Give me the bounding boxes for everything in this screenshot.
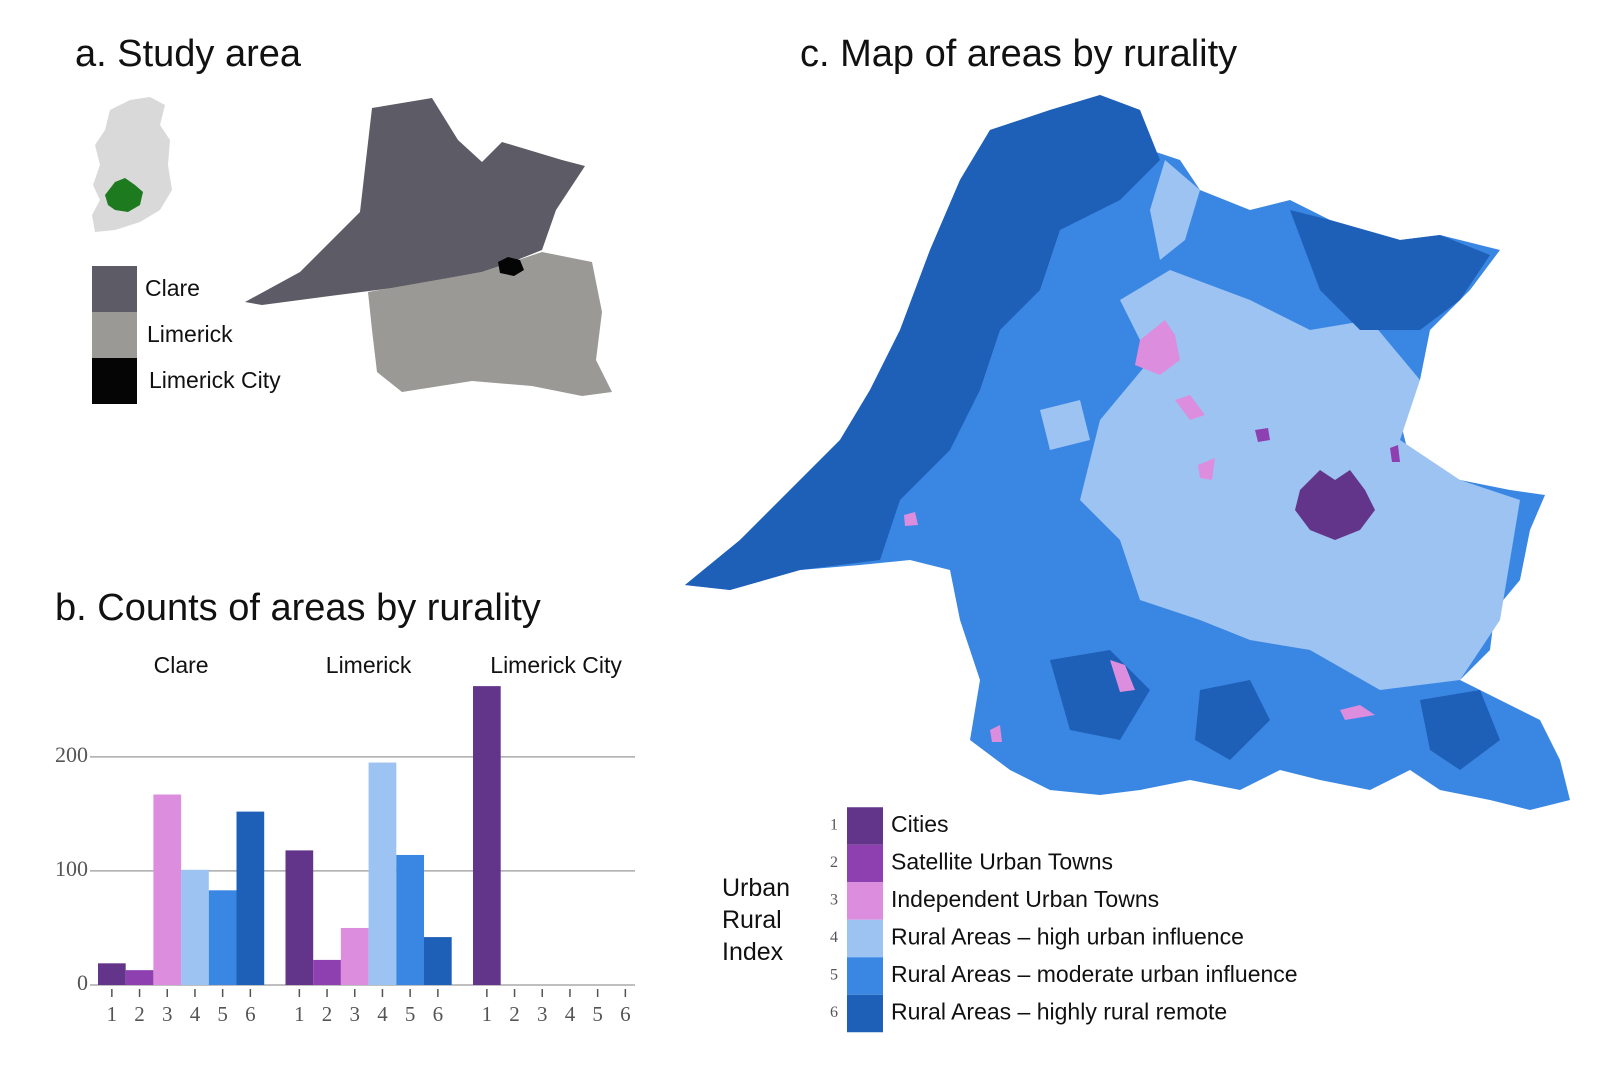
- map-region: [1390, 445, 1400, 462]
- map-region: [1080, 270, 1520, 690]
- x-tick-label: 5: [405, 1002, 416, 1026]
- map-region: [1175, 395, 1205, 420]
- x-tick-label: 3: [537, 1002, 548, 1026]
- legend-index: 1: [830, 817, 838, 834]
- bar: [368, 762, 397, 985]
- group-label: Clare: [154, 652, 209, 678]
- bar: [153, 794, 182, 985]
- legend-swatch: [847, 844, 883, 883]
- map-region: [1255, 428, 1270, 442]
- legend-swatch: [92, 266, 137, 312]
- legend-swatch: [92, 312, 137, 358]
- x-tick-label: 6: [620, 1002, 631, 1026]
- panel-c-title: c. Map of areas by rurality: [800, 33, 1237, 75]
- map-region: [1340, 705, 1375, 720]
- x-tick-label: 3: [350, 1002, 361, 1026]
- map-region: [1135, 320, 1180, 375]
- map-region: [990, 725, 1002, 742]
- map-region: [1110, 660, 1135, 692]
- map-region: [1290, 210, 1490, 330]
- map-region: [1295, 470, 1375, 540]
- map-limerick: [368, 252, 612, 396]
- x-tick-label: 6: [433, 1002, 444, 1026]
- legend-label: Independent Urban Towns: [891, 886, 1159, 912]
- legend-label: Limerick City: [149, 367, 281, 393]
- legend-label: Clare: [145, 275, 200, 301]
- x-tick-label: 2: [322, 1002, 333, 1026]
- legend-label: Limerick: [147, 321, 233, 347]
- bar: [208, 890, 237, 985]
- map-region: [1420, 690, 1500, 770]
- x-tick-label: 4: [190, 1002, 201, 1026]
- bar: [396, 854, 424, 985]
- bar: [473, 686, 501, 985]
- x-tick-label: 1: [482, 1002, 493, 1026]
- map-region: [904, 512, 918, 526]
- legend-label: Cities: [891, 811, 949, 837]
- map-region: [1040, 400, 1090, 450]
- legend-label: Rural Areas – moderate urban influence: [891, 961, 1298, 987]
- map-clare: [245, 98, 585, 305]
- map-region: [1150, 160, 1200, 260]
- y-tick-label: 200: [55, 742, 88, 767]
- x-tick-label: 6: [245, 1002, 256, 1026]
- x-tick-label: 1: [294, 1002, 305, 1026]
- bar: [125, 970, 154, 985]
- x-tick-label: 5: [217, 1002, 228, 1026]
- x-tick-label: 1: [107, 1002, 118, 1026]
- legend-index: 5: [830, 967, 838, 984]
- group-label: Limerick: [326, 652, 412, 678]
- bar: [98, 963, 126, 985]
- group-label: Limerick City: [490, 652, 622, 678]
- x-tick-label: 2: [134, 1002, 145, 1026]
- bar: [236, 811, 265, 985]
- panel-a-title: a. Study area: [75, 33, 302, 75]
- bar: [181, 869, 209, 985]
- bar: [424, 937, 452, 985]
- y-tick-label: 100: [55, 856, 88, 881]
- map-region: [685, 95, 1160, 590]
- legend-index: 4: [830, 929, 838, 946]
- bar: [313, 959, 341, 985]
- x-tick-label: 5: [592, 1002, 603, 1026]
- legend-title: Urban Rural Index: [722, 874, 791, 966]
- legend-swatch: [847, 882, 883, 920]
- bar: [285, 850, 314, 985]
- legend-swatch: [92, 358, 137, 404]
- map-region: [1198, 458, 1215, 480]
- legend-index: 3: [830, 892, 838, 909]
- bar: [340, 927, 369, 985]
- legend-label: Rural Areas – highly rural remote: [891, 999, 1227, 1025]
- x-tick-label: 2: [509, 1002, 520, 1026]
- map-region: [1195, 680, 1270, 760]
- chart-title: b. Counts of areas by rurality: [55, 587, 541, 629]
- legend-index: 2: [830, 854, 838, 871]
- x-tick-label: 3: [162, 1002, 173, 1026]
- x-tick-label: 4: [377, 1002, 388, 1026]
- x-tick-label: 4: [565, 1002, 576, 1026]
- study-area-inset: [105, 178, 143, 212]
- legend-label: Rural Areas – high urban influence: [891, 924, 1244, 950]
- legend-swatch: [847, 919, 883, 958]
- legend-swatch: [847, 807, 883, 845]
- y-tick-label: 0: [77, 970, 88, 995]
- legend-swatch: [847, 994, 883, 1033]
- legend-swatch: [847, 957, 883, 995]
- ireland-inset: [92, 97, 172, 232]
- legend-index: 6: [830, 1004, 838, 1021]
- map-limerick-city: [498, 257, 524, 276]
- legend-label: Satellite Urban Towns: [891, 849, 1113, 875]
